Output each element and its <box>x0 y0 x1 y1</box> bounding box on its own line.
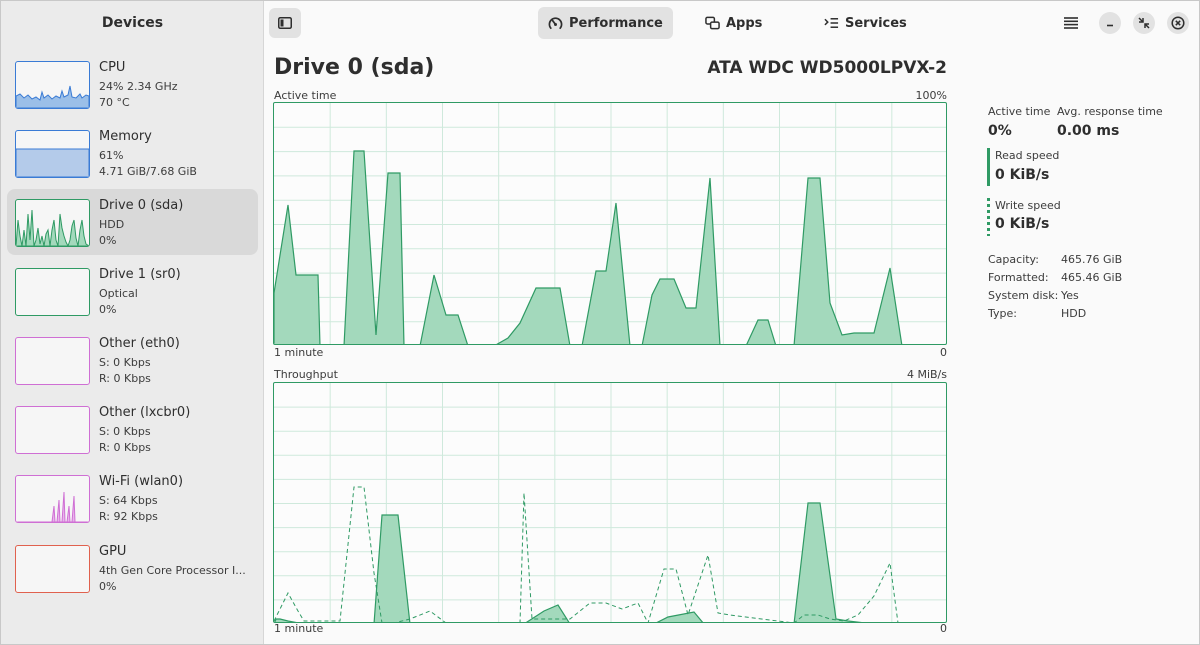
capacity-label: Capacity: <box>988 253 1039 266</box>
device-usage: 0% <box>99 303 117 316</box>
minimize-icon <box>1107 24 1113 27</box>
write-speed-label: Write speed <box>995 199 1061 212</box>
capacity-value: 465.76 GiB <box>1061 253 1123 266</box>
active-time-graph-max: 100% <box>915 89 947 102</box>
tab-label: Performance <box>569 15 663 31</box>
read-throughput-area <box>274 502 862 622</box>
device-detail: 4.71 GiB/7.68 GiB <box>99 165 197 178</box>
write-speed-value: 0 KiB/s <box>995 216 1050 232</box>
device-send: S: 0 Kbps <box>99 425 151 438</box>
memory-graph-thumbnail <box>15 130 90 178</box>
tab-label: Services <box>845 15 907 31</box>
throughput-graph-min: 0 <box>940 622 947 635</box>
windows-icon <box>705 16 720 30</box>
gpu-graph-thumbnail <box>15 545 90 593</box>
terminal-list-icon <box>824 18 839 28</box>
device-model: 4th Gen Core Processor I... <box>99 564 246 577</box>
type-label: Type: <box>988 307 1017 320</box>
formatted-value: 465.46 GiB <box>1061 271 1123 284</box>
device-name: CPU <box>99 60 126 75</box>
device-receive: R: 0 Kbps <box>99 372 151 385</box>
avg-response-label: Avg. response time <box>1057 105 1163 118</box>
network-graph-thumbnail <box>15 475 90 523</box>
devices-sidebar: Devices CPU 24% 2.34 GHz 70 °C Memory 61… <box>1 1 264 644</box>
write-throughput-line <box>274 486 899 622</box>
throughput-graph-canvas <box>274 383 946 622</box>
active-time-graph <box>273 102 947 345</box>
page-title: Drive 0 (sda) <box>274 55 435 80</box>
device-receive: R: 0 Kbps <box>99 441 151 454</box>
device-send: S: 64 Kbps <box>99 494 158 507</box>
device-send: S: 0 Kbps <box>99 356 151 369</box>
hamburger-menu-icon <box>1064 17 1078 29</box>
device-name: Drive 1 (sr0) <box>99 267 181 282</box>
device-type: HDD <box>99 218 125 231</box>
device-lxcbr0[interactable]: Other (lxcbr0) S: 0 Kbps R: 0 Kbps <box>7 396 258 462</box>
device-type: Optical <box>99 287 138 300</box>
device-receive: R: 92 Kbps <box>99 510 158 523</box>
cpu-graph-thumbnail <box>15 61 90 109</box>
active-time-graph-duration: 1 minute <box>274 346 324 359</box>
close-icon <box>1171 16 1185 30</box>
device-eth0[interactable]: Other (eth0) S: 0 Kbps R: 0 Kbps <box>7 327 258 393</box>
drive-graph-thumbnail <box>15 268 90 316</box>
tab-performance[interactable]: Performance <box>538 7 673 39</box>
throughput-graph-label: Throughput <box>274 368 338 381</box>
header-bar: Performance Apps Services <box>265 1 1200 46</box>
unmaximize-button[interactable] <box>1133 12 1155 34</box>
graph-grid <box>274 383 946 622</box>
device-drive-0[interactable]: Drive 0 (sda) HDD 0% <box>7 189 258 255</box>
device-wlan0[interactable]: Wi-Fi (wlan0) S: 64 Kbps R: 92 Kbps <box>7 465 258 531</box>
system-disk-value: Yes <box>1061 289 1079 302</box>
device-name: GPU <box>99 544 127 559</box>
active-time-value: 0% <box>988 123 1012 139</box>
write-speed-indicator <box>987 198 990 236</box>
device-gpu[interactable]: GPU 4th Gen Core Processor I... 0% <box>7 535 258 601</box>
device-name: Drive 0 (sda) <box>99 198 184 213</box>
throughput-graph <box>273 382 947 623</box>
device-name: Memory <box>99 129 152 144</box>
tab-apps[interactable]: Apps <box>695 7 772 39</box>
read-speed-indicator <box>987 148 990 186</box>
network-graph-thumbnail <box>15 406 90 454</box>
read-speed-label: Read speed <box>995 149 1060 162</box>
active-time-graph-canvas <box>274 103 946 344</box>
device-temperature: 70 °C <box>99 96 130 109</box>
sidebar-toggle-icon <box>278 17 292 29</box>
close-button[interactable] <box>1167 12 1189 34</box>
avg-response-value: 0.00 ms <box>1057 123 1120 139</box>
network-graph-thumbnail <box>15 337 90 385</box>
minimize-button[interactable] <box>1099 12 1121 34</box>
read-speed-value: 0 KiB/s <box>995 167 1050 183</box>
device-usage: 0% <box>99 234 117 247</box>
unmaximize-icon <box>1138 17 1150 29</box>
system-disk-label: System disk: <box>988 289 1059 302</box>
drive-model: ATA WDC WD5000LPVX-2 <box>707 58 947 78</box>
drive-graph-thumbnail <box>15 199 90 247</box>
device-usage: 61% <box>99 149 124 162</box>
active-time-area <box>274 150 903 344</box>
device-memory[interactable]: Memory 61% 4.71 GiB/7.68 GiB <box>7 120 258 186</box>
device-name: Other (eth0) <box>99 336 180 351</box>
device-usage: 24% 2.34 GHz <box>99 80 178 93</box>
gauge-icon <box>548 16 563 29</box>
device-name: Wi-Fi (wlan0) <box>99 474 184 489</box>
main-menu-button[interactable] <box>1061 13 1081 33</box>
formatted-label: Formatted: <box>988 271 1049 284</box>
device-usage: 0% <box>99 580 117 593</box>
device-drive-1[interactable]: Drive 1 (sr0) Optical 0% <box>7 258 258 324</box>
device-name: Other (lxcbr0) <box>99 405 191 420</box>
sidebar-title: Devices <box>101 15 164 31</box>
active-time-graph-label: Active time <box>274 89 337 102</box>
device-cpu[interactable]: CPU 24% 2.34 GHz 70 °C <box>7 51 258 117</box>
sidebar-toggle-button[interactable] <box>269 8 301 38</box>
active-time-label: Active time <box>988 105 1051 118</box>
tab-services[interactable]: Services <box>814 7 917 39</box>
tab-label: Apps <box>726 15 763 31</box>
throughput-graph-duration: 1 minute <box>274 622 324 635</box>
throughput-graph-max: 4 MiB/s <box>906 368 947 381</box>
type-value: HDD <box>1061 307 1087 320</box>
active-time-graph-min: 0 <box>940 346 947 359</box>
